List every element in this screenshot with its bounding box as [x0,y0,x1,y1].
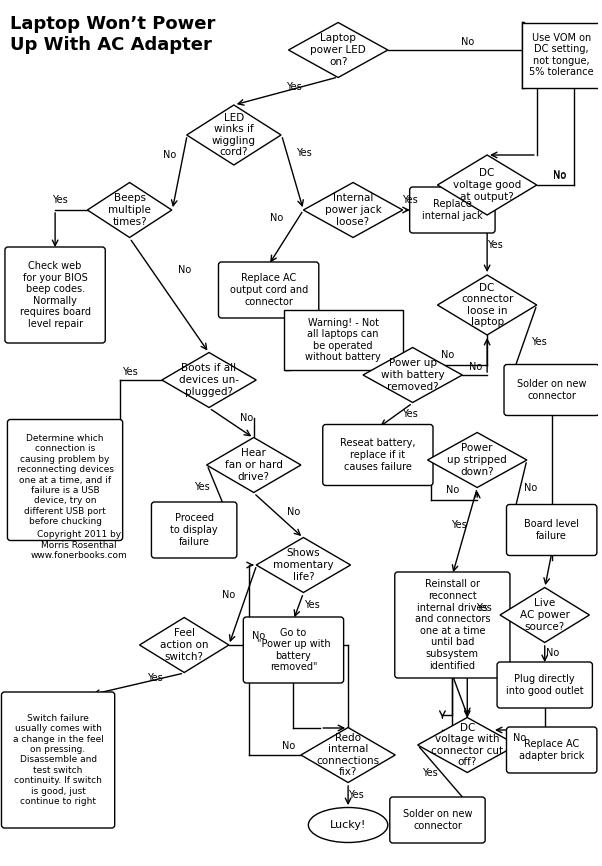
Text: No: No [468,362,482,372]
FancyBboxPatch shape [390,797,485,843]
Polygon shape [438,155,537,215]
Text: No: No [178,265,191,275]
Text: Warning! - Not
all laptops can
be operated
without battery: Warning! - Not all laptops can be operat… [305,318,381,362]
Text: No: No [514,733,527,743]
FancyBboxPatch shape [7,419,123,540]
Text: Boots if all
devices un-
plugged?: Boots if all devices un- plugged? [179,364,239,397]
Text: No: No [461,37,474,47]
Text: Proceed
to display
failure: Proceed to display failure [170,514,218,546]
Text: Live
AC power
source?: Live AC power source? [520,598,569,631]
Ellipse shape [308,807,388,843]
Text: Power up
with battery
removed?: Power up with battery removed? [381,359,444,391]
Text: No: No [546,648,559,658]
Polygon shape [363,347,462,403]
Text: Beeps
multiple
times?: Beeps multiple times? [108,193,151,227]
Polygon shape [418,718,517,772]
Text: Yes: Yes [194,482,210,492]
Text: Feel
action on
switch?: Feel action on switch? [160,629,208,662]
Text: Yes: Yes [52,195,68,205]
FancyBboxPatch shape [219,262,319,318]
FancyBboxPatch shape [323,424,433,486]
Text: DC
voltage with
connector cut
off?: DC voltage with connector cut off? [431,722,503,767]
Text: Reseat battery,
replace if it
causes failure: Reseat battery, replace if it causes fai… [340,438,415,472]
Text: Solder on new
connector: Solder on new connector [517,379,586,401]
Text: Reinstall or
reconnect
internal drives
and connectors
one at a time
until bad
su: Reinstall or reconnect internal drives a… [415,579,490,670]
Polygon shape [87,183,172,237]
Text: Yes: Yes [531,337,547,347]
Text: Yes: Yes [305,600,320,610]
Text: No: No [287,507,300,517]
FancyBboxPatch shape [506,727,597,773]
Text: Yes: Yes [402,409,418,419]
Text: No: No [553,171,566,181]
Text: Shows
momentary
life?: Shows momentary life? [273,548,334,582]
Text: DC
voltage good
at output?: DC voltage good at output? [453,168,521,202]
Text: No: No [240,413,253,423]
Text: No: No [441,350,454,360]
Text: Replace AC
output cord and
connector: Replace AC output cord and connector [229,274,308,307]
Text: No: No [524,483,538,493]
Polygon shape [301,727,396,783]
Text: Use VOM on
DC setting,
not tongue,
5% tolerance: Use VOM on DC setting, not tongue, 5% to… [529,33,594,77]
Text: No: No [163,150,176,160]
Text: Yes: Yes [421,768,438,778]
Polygon shape [256,538,350,592]
Text: DC
connector
loose in
laptop: DC connector loose in laptop [461,282,514,327]
Text: No: No [222,590,235,600]
FancyBboxPatch shape [152,502,237,558]
FancyBboxPatch shape [410,187,495,233]
FancyBboxPatch shape [504,365,600,416]
Text: Replace
internal jack: Replace internal jack [422,199,483,221]
Text: Yes: Yes [285,82,302,92]
Text: Yes: Yes [402,195,418,205]
Text: Solder on new
connector: Solder on new connector [403,809,472,830]
Polygon shape [500,587,589,643]
Text: Go to
"Power up with
battery
removed": Go to "Power up with battery removed" [256,628,330,672]
Text: Power
up stripped
down?: Power up stripped down? [447,443,507,476]
Text: Laptop Won’t Power
Up With AC Adapter: Laptop Won’t Power Up With AC Adapter [10,15,216,54]
Text: LED
winks if
wiggling
cord?: LED winks if wiggling cord? [212,113,256,158]
Text: Internal
power jack
loose?: Internal power jack loose? [324,193,382,227]
Polygon shape [288,23,388,77]
Text: Board level
failure: Board level failure [524,520,579,540]
Polygon shape [187,105,281,165]
FancyBboxPatch shape [395,572,510,678]
Polygon shape [140,617,229,673]
Text: Switch failure
usually comes with
a change in the feel
on pressing.
Disassemble : Switch failure usually comes with a chan… [13,714,104,806]
FancyBboxPatch shape [1,692,115,828]
FancyBboxPatch shape [243,617,344,683]
Text: Plug directly
into good outlet: Plug directly into good outlet [506,675,583,695]
Polygon shape [303,183,403,237]
Text: Check web
for your BIOS
beep codes.
Normally
requires board
level repair: Check web for your BIOS beep codes. Norm… [20,261,91,329]
FancyBboxPatch shape [497,662,592,708]
Polygon shape [206,437,301,493]
Text: Lucky!: Lucky! [330,820,366,830]
Text: Yes: Yes [452,520,467,530]
Text: No: No [252,631,265,641]
Bar [522,23,601,87]
Text: Yes: Yes [122,367,137,377]
Text: Yes: Yes [476,603,492,613]
Text: No: No [445,485,459,495]
Text: Replace AC
adapter brick: Replace AC adapter brick [519,740,585,761]
Text: No: No [270,213,283,223]
Text: Yes: Yes [487,240,503,250]
Text: Redo
internal
connections
fix?: Redo internal connections fix? [317,733,380,778]
Bar [284,310,403,370]
Text: Laptop
power LED
on?: Laptop power LED on? [310,34,366,67]
Text: Determine which
connection is
causing problem by
reconnecting devices
one at a t: Determine which connection is causing pr… [16,434,114,527]
Text: Hear
fan or hard
drive?: Hear fan or hard drive? [225,449,283,481]
Text: Yes: Yes [348,790,364,800]
FancyBboxPatch shape [5,247,105,343]
FancyBboxPatch shape [506,505,597,555]
Polygon shape [427,432,527,488]
Text: Copyright 2011 by
Morris Rosenthal
www.fonerbooks.com: Copyright 2011 by Morris Rosenthal www.f… [30,530,127,560]
Text: Yes: Yes [146,673,163,683]
Polygon shape [438,275,537,335]
Text: No: No [282,741,295,751]
Text: No: No [553,170,566,180]
Polygon shape [162,352,256,408]
Text: Yes: Yes [296,148,311,158]
